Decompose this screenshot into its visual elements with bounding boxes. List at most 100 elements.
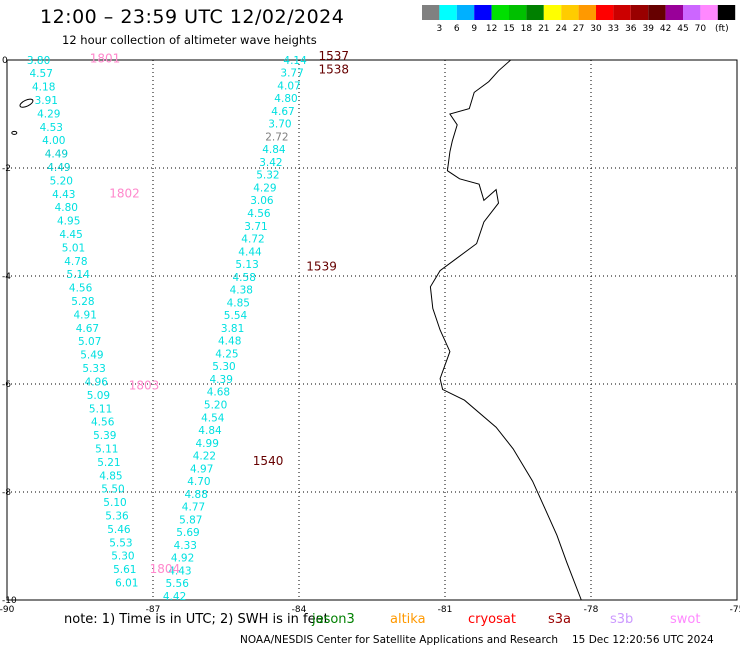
- wave-height-label: 4.33: [174, 540, 197, 552]
- pass-label: 1538: [319, 63, 350, 77]
- wave-height-label: 4.18: [32, 82, 55, 94]
- wave-height-label: 5.28: [71, 296, 94, 308]
- wave-height-label: 4.77: [182, 502, 205, 514]
- track-west-labels: 3.804.574.183.914.294.534.004.494.495.20…: [27, 55, 139, 590]
- wave-height-label: 4.57: [30, 68, 53, 80]
- wave-height-label: 3.71: [244, 221, 267, 233]
- wave-height-label: 5.14: [67, 269, 91, 281]
- grid-lines: [7, 60, 737, 600]
- legend-s3a: s3a: [548, 612, 572, 627]
- wave-height-label: 5.30: [212, 361, 235, 373]
- wave-height-label: 4.42: [163, 591, 186, 603]
- colorbar-label: 18: [521, 24, 533, 34]
- wave-height-label: 3.42: [259, 157, 282, 169]
- colorbar-label: 21: [538, 24, 549, 34]
- lon-tick-label: -84: [292, 605, 307, 615]
- colorbar-label: 27: [573, 24, 584, 34]
- wave-height-label: 4.49: [45, 149, 68, 161]
- colorbar-label: 42: [660, 24, 671, 34]
- colorbar-label: 70: [695, 24, 707, 34]
- wave-height-label: 5.21: [97, 457, 120, 469]
- colorbar-swatch: [439, 5, 457, 20]
- wave-height-label: 4.22: [193, 451, 216, 463]
- wave-height-label: 5.54: [224, 310, 248, 322]
- colorbar-swatch: [700, 5, 718, 20]
- wave-height-label: 5.33: [82, 363, 105, 375]
- wave-height-label: 4.80: [55, 202, 78, 214]
- legend-row: note: 1) Time is in UTC; 2) SWH is in fe…: [0, 612, 740, 630]
- colorbar-swatch: [596, 5, 614, 20]
- colorbar-unit: (ft): [715, 24, 729, 34]
- wave-height-label: 4.84: [198, 425, 222, 437]
- wave-height-label: 3.06: [250, 195, 274, 207]
- lon-tick-label: -87: [146, 605, 161, 615]
- coastline: [11, 59, 582, 601]
- wave-height-label: 4.99: [196, 438, 219, 450]
- wave-height-label: 5.01: [62, 242, 85, 254]
- wave-height-label: 4.91: [74, 309, 97, 321]
- wave-height-label: 4.43: [168, 566, 191, 578]
- colorbar-swatch: [543, 5, 562, 20]
- wave-height-label: 5.11: [89, 403, 112, 415]
- pass-label: 1540: [253, 454, 284, 468]
- colorbar-swatch: [717, 5, 736, 20]
- wave-height-label: 4.96: [85, 377, 109, 389]
- island-outline: [11, 130, 18, 135]
- wave-height-label: 5.61: [113, 564, 136, 576]
- lon-tick-label: -81: [438, 605, 453, 615]
- colorbar-swatch: [491, 5, 509, 20]
- wave-height-label: 3.81: [221, 323, 244, 335]
- colorbar-label: 6: [454, 24, 460, 34]
- wave-height-label: 5.49: [80, 350, 103, 362]
- wave-height-label: 4.85: [227, 297, 250, 309]
- wave-height-label: 4.43: [52, 189, 75, 201]
- wave-height-label: 4.53: [40, 122, 63, 134]
- wave-height-label: 4.54: [201, 412, 225, 424]
- lat-tick-label: -6: [2, 380, 11, 390]
- wave-height-label: 4.00: [42, 135, 65, 147]
- wave-height-label: 4.48: [218, 336, 241, 348]
- legend-jason3: jason3: [312, 612, 355, 627]
- wave-height-label: 5.87: [179, 514, 202, 526]
- wave-height-label: 5.50: [101, 484, 124, 496]
- lat-tick-label: -8: [2, 488, 11, 498]
- lat-tick-label: -2: [2, 164, 11, 174]
- lon-tick-label: -90: [0, 605, 15, 615]
- colorbar-swatch: [526, 5, 544, 20]
- wave-height-label: 5.30: [111, 551, 134, 563]
- wave-height-label: 5.39: [93, 430, 116, 442]
- wave-height-label: 4.56: [91, 417, 115, 429]
- colorbar-label: 12: [486, 24, 497, 34]
- colorbar-label: 30: [590, 24, 602, 34]
- pass-label: 1802: [109, 187, 140, 201]
- pass-label: 1801: [90, 52, 121, 66]
- wave-height-label: 5.13: [235, 259, 258, 271]
- footer-credit: NOAA/NESDIS Center for Satellite Applica…: [240, 634, 714, 646]
- wave-height-label: 5.46: [107, 524, 131, 536]
- wave-height-label: 3.80: [27, 55, 50, 67]
- colorbar-swatch: [683, 5, 701, 20]
- axis-tick-labels: -90 -87 -84 -81 -78 -75 0 -2 -4 -6 -8 -10: [0, 56, 740, 615]
- colorbar-swatch: [578, 5, 596, 20]
- colorbar-swatch: [561, 5, 579, 20]
- wave-height-label: 4.80: [274, 93, 297, 105]
- wave-height-label: 3.91: [35, 95, 58, 107]
- lat-tick-label: -4: [2, 272, 11, 282]
- wave-height-label: 4.56: [69, 283, 93, 295]
- wave-height-label: 4.84: [262, 144, 286, 156]
- wave-height-label: 4.45: [59, 229, 82, 241]
- colorbar-swatch: [456, 5, 475, 20]
- pass-label: 1803: [129, 378, 160, 392]
- wave-height-label: 5.11: [95, 444, 118, 456]
- wave-height-label: 4.38: [230, 285, 253, 297]
- lon-tick-label: -78: [584, 605, 599, 615]
- wave-height-label: 2.72: [265, 131, 288, 143]
- wave-height-label: 5.56: [166, 578, 190, 590]
- lat-tick-label: -10: [2, 596, 17, 606]
- wave-height-label: 4.58: [233, 272, 256, 284]
- wave-height-label: 4.68: [207, 387, 230, 399]
- colorbar-swatch: [630, 5, 649, 20]
- wave-height-label: 4.97: [190, 463, 213, 475]
- colorbar-label: 45: [677, 24, 688, 34]
- pass-label: 1804: [150, 562, 181, 576]
